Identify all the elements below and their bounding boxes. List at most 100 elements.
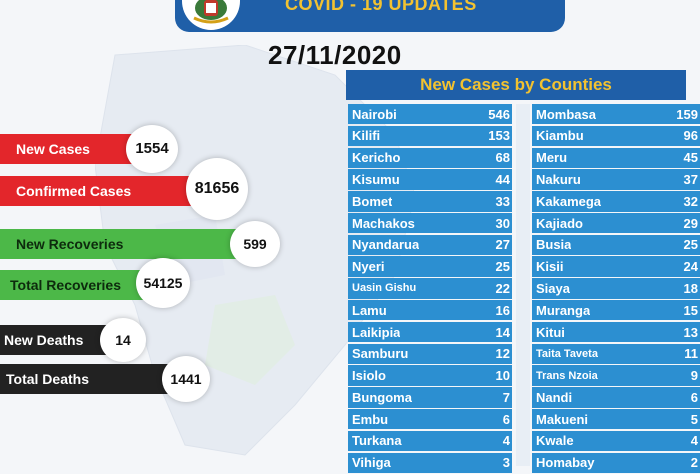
county-row: Isiolo 10 xyxy=(348,365,512,386)
county-row: Nyeri 25 xyxy=(348,256,512,277)
county-value: 2 xyxy=(690,455,698,471)
county-name: Siaya xyxy=(536,280,570,296)
county-name: Meru xyxy=(536,150,568,166)
total-deaths-value: 1441 xyxy=(162,356,210,402)
county-value: 16 xyxy=(495,302,510,318)
county-value: 18 xyxy=(683,280,698,296)
county-row: Nyandarua 27 xyxy=(348,234,512,256)
county-value: 9 xyxy=(690,368,698,384)
county-value: 10 xyxy=(495,368,510,384)
county-name: Kisumu xyxy=(352,172,400,188)
county-value: 6 xyxy=(690,389,698,405)
county-name: Bungoma xyxy=(352,389,412,405)
county-name: Homabay xyxy=(536,455,595,471)
new-deaths-value: 14 xyxy=(100,318,146,362)
county-name: Nyandarua xyxy=(352,237,420,253)
county-value: 159 xyxy=(676,106,698,122)
county-row: Homabay 2 xyxy=(532,452,700,473)
county-row: Machakos 30 xyxy=(348,212,512,234)
county-row: Kitui 13 xyxy=(532,321,700,343)
county-row: Trans Nzoia 9 xyxy=(532,365,700,386)
county-value: 4 xyxy=(502,433,510,449)
county-name: Nyeri xyxy=(352,259,385,275)
new-recoveries-value: 599 xyxy=(230,221,280,267)
county-name: Mombasa xyxy=(536,106,596,122)
county-value: 153 xyxy=(488,128,510,144)
county-name: Bomet xyxy=(352,193,393,209)
county-name: Laikipia xyxy=(352,324,401,340)
county-name: Nakuru xyxy=(536,172,581,188)
county-value: 45 xyxy=(683,150,698,166)
county-row: Taita Taveta 11 xyxy=(532,343,700,364)
report-date: 27/11/2020 xyxy=(268,40,402,70)
county-name: Kiambu xyxy=(536,128,584,144)
county-name: Lamu xyxy=(352,302,387,318)
county-value: 44 xyxy=(495,172,510,188)
counties-table: New Cases by Counties Nairobi 546 Kilifi 15… xyxy=(346,70,700,473)
counties-left-column: Nairobi 546 Kilifi 153 Kericho 68 Kisumu 44 Bome… xyxy=(348,104,512,474)
county-row: Kakamega 32 xyxy=(532,191,700,212)
county-row: Makueni 5 xyxy=(532,408,700,430)
county-row: Kilifi 153 xyxy=(348,125,512,147)
county-row: Kericho 68 xyxy=(348,147,512,168)
county-value: 6 xyxy=(502,411,510,427)
county-value: 4 xyxy=(690,433,698,449)
county-row: Lamu 16 xyxy=(348,300,512,321)
county-value: 5 xyxy=(690,411,698,427)
county-value: 11 xyxy=(684,346,698,362)
county-name: Makueni xyxy=(536,411,589,427)
county-value: 15 xyxy=(683,302,698,318)
county-value: 3 xyxy=(502,455,510,471)
county-value: 7 xyxy=(502,389,510,405)
county-name: Kajiado xyxy=(536,215,583,231)
new-cases-label: New Cases xyxy=(0,134,135,164)
header-title: COVID - 19 UPDATES xyxy=(285,0,477,14)
county-row: Kisumu 44 xyxy=(348,169,512,190)
coat-of-arms-logo xyxy=(182,0,240,30)
county-value: 32 xyxy=(683,193,698,209)
total-recoveries-label: Total Recoveries xyxy=(0,270,145,300)
county-row: Busia 25 xyxy=(532,234,700,256)
county-row: Kiambu 96 xyxy=(532,125,700,147)
county-value: 68 xyxy=(495,150,510,166)
total-recoveries-value: 54125 xyxy=(136,258,190,308)
county-row: Nandi 6 xyxy=(532,387,700,408)
county-name: Busia xyxy=(536,237,572,253)
county-name: Kwale xyxy=(536,433,574,449)
county-row: Bungoma 7 xyxy=(348,387,512,408)
county-name: Vihiga xyxy=(352,455,391,471)
county-row: Embu 6 xyxy=(348,408,512,430)
county-name: Turkana xyxy=(352,433,402,449)
county-name: Embu xyxy=(352,411,389,427)
county-row: Kisii 24 xyxy=(532,256,700,277)
new-cases-value: 1554 xyxy=(126,125,178,173)
counties-right-column: Mombasa 159 Kiambu 96 Meru 45 Nakuru 37 Kakamega… xyxy=(532,104,700,474)
county-row: Muranga 15 xyxy=(532,300,700,321)
confirmed-cases-value: 81656 xyxy=(186,158,248,220)
county-name: Kisii xyxy=(536,259,564,275)
county-row: Nairobi 546 xyxy=(348,104,512,125)
county-value: 24 xyxy=(683,259,698,275)
county-name: Nandi xyxy=(536,389,573,405)
county-name: Kakamega xyxy=(536,193,602,209)
county-value: 37 xyxy=(683,172,698,188)
county-row: Meru 45 xyxy=(532,147,700,168)
county-row: Bomet 33 xyxy=(348,191,512,212)
county-row: Siaya 18 xyxy=(532,278,700,299)
column-divider xyxy=(516,104,530,466)
county-row: Mombasa 159 xyxy=(532,104,700,125)
county-name: Nairobi xyxy=(352,106,397,122)
county-value: 29 xyxy=(683,215,698,231)
county-value: 30 xyxy=(495,215,510,231)
county-value: 25 xyxy=(683,237,698,253)
county-value: 546 xyxy=(488,106,510,122)
county-row: Uasin Gishu 22 xyxy=(348,278,512,299)
county-value: 27 xyxy=(495,237,510,253)
county-row: Laikipia 14 xyxy=(348,321,512,343)
total-deaths-label: Total Deaths xyxy=(0,364,170,394)
county-row: Kwale 4 xyxy=(532,430,700,452)
county-row: Nakuru 37 xyxy=(532,169,700,190)
confirmed-cases-label: Confirmed Cases xyxy=(0,176,195,206)
county-value: 12 xyxy=(495,346,510,362)
county-row: Kajiado 29 xyxy=(532,212,700,234)
